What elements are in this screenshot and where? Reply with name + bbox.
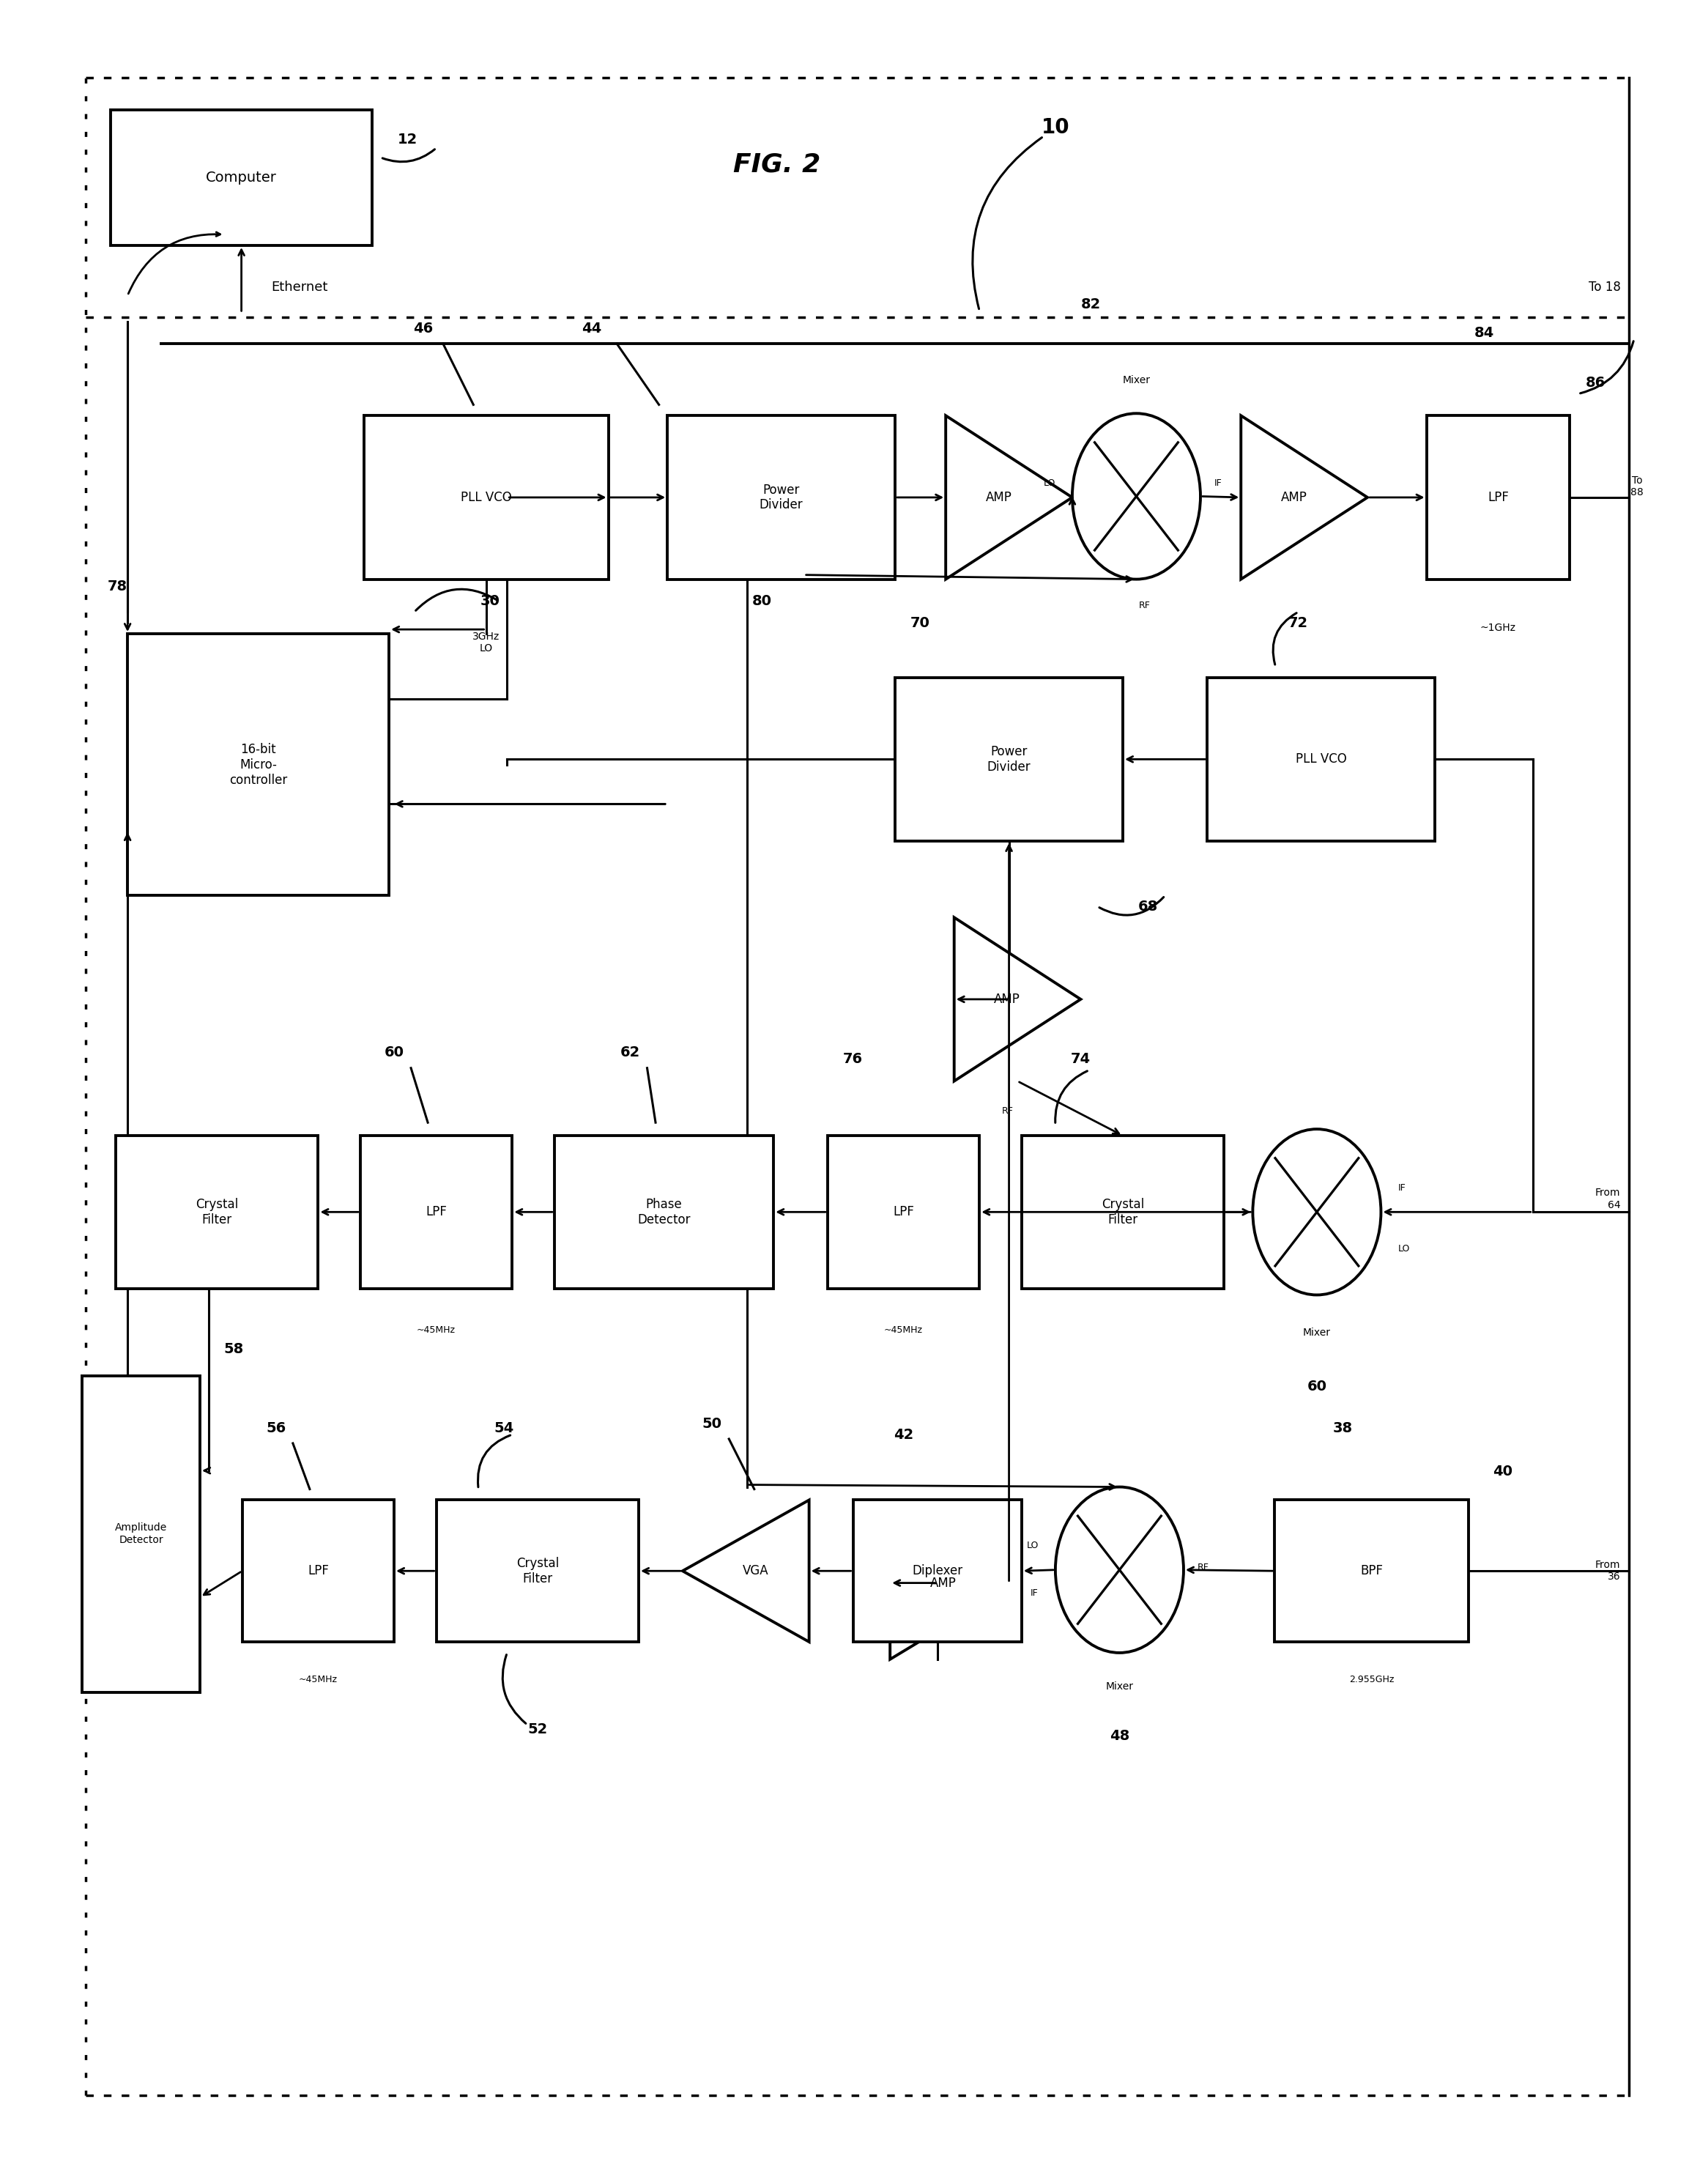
Text: 60: 60 [1307,1380,1328,1393]
Text: 68: 68 [1138,900,1159,913]
Bar [667,415,895,579]
Text: ~45MHz: ~45MHz [299,1675,338,1684]
Text: ~45MHz: ~45MHz [883,1326,922,1334]
Text: 48: 48 [1110,1730,1130,1743]
Bar [895,677,1123,841]
Bar [1275,1500,1469,1642]
Text: IF: IF [1214,478,1221,487]
Text: LO: LO [1398,1245,1410,1254]
Circle shape [1253,1129,1382,1295]
Text: Computer: Computer [206,170,277,186]
Text: LPF: LPF [893,1206,914,1219]
Text: RF: RF [1198,1562,1209,1572]
Text: Crystal
Filter: Crystal Filter [517,1557,559,1586]
Polygon shape [946,415,1073,579]
Text: PLL VCO: PLL VCO [1295,753,1346,767]
Text: 58: 58 [225,1343,243,1356]
Text: LPF: LPF [307,1564,329,1577]
Bar [1208,677,1436,841]
Bar [853,1500,1022,1642]
Text: AMP: AMP [931,1577,956,1590]
Bar [117,1136,318,1289]
Text: Phase
Detector: Phase Detector [637,1197,691,1225]
Text: 54: 54 [493,1422,513,1435]
Text: 10: 10 [1040,118,1069,138]
Text: 70: 70 [910,616,931,629]
Text: AMP: AMP [995,994,1020,1007]
Text: 56: 56 [265,1422,285,1435]
Bar [1022,1136,1225,1289]
Text: IF: IF [1030,1588,1039,1599]
Text: Power
Divider: Power Divider [760,483,802,511]
Polygon shape [682,1500,809,1642]
Text: RF: RF [1138,601,1150,612]
Text: From
36: From 36 [1594,1559,1620,1581]
Text: 84: 84 [1474,325,1493,341]
Text: 52: 52 [527,1723,547,1736]
Text: 40: 40 [1493,1465,1512,1479]
Text: 2.955GHz: 2.955GHz [1350,1675,1393,1684]
Bar [828,1136,980,1289]
Bar [363,415,608,579]
Bar [128,633,388,895]
Text: 3GHz
LO: 3GHz LO [473,631,500,653]
Text: 76: 76 [843,1053,863,1066]
Polygon shape [890,1507,1017,1660]
Text: PLL VCO: PLL VCO [461,491,512,505]
Bar [242,1500,394,1642]
Text: LPF: LPF [1488,491,1508,505]
Text: From
64: From 64 [1594,1188,1620,1210]
Text: 44: 44 [581,321,601,336]
Bar [436,1500,638,1642]
Text: 86: 86 [1586,376,1605,389]
Text: Crystal
Filter: Crystal Filter [196,1197,238,1225]
Bar [1427,415,1569,579]
Text: LPF: LPF [426,1206,448,1219]
Text: Ethernet: Ethernet [270,282,328,295]
Bar [360,1136,512,1289]
Polygon shape [954,917,1081,1081]
Text: ~45MHz: ~45MHz [417,1326,456,1334]
Text: Power
Divider: Power Divider [986,745,1030,773]
Text: 16-bit
Micro-
controller: 16-bit Micro- controller [230,743,287,786]
Text: 78: 78 [108,579,127,594]
Text: 62: 62 [620,1046,640,1059]
Text: BPF: BPF [1360,1564,1383,1577]
Text: To
88: To 88 [1630,476,1643,498]
Text: 74: 74 [1071,1053,1091,1066]
Text: LO: LO [1044,478,1056,487]
Circle shape [1073,413,1201,579]
Bar [554,1136,774,1289]
Text: AMP: AMP [1280,491,1307,505]
Text: 72: 72 [1289,616,1309,629]
Text: 42: 42 [893,1428,914,1441]
Text: 38: 38 [1333,1422,1353,1435]
Polygon shape [1241,415,1368,579]
Text: 30: 30 [480,594,500,607]
Text: 80: 80 [752,594,772,607]
Text: ~1GHz: ~1GHz [1480,622,1517,633]
Bar [111,109,372,245]
Text: 60: 60 [383,1046,404,1059]
Text: Diplexer: Diplexer [912,1564,963,1577]
Text: 50: 50 [703,1417,721,1431]
Text: Crystal
Filter: Crystal Filter [1101,1197,1143,1225]
Text: VGA: VGA [743,1564,768,1577]
Text: Amplitude
Detector: Amplitude Detector [115,1522,167,1544]
Text: To 18: To 18 [1588,282,1620,295]
Text: AMP: AMP [986,491,1012,505]
Text: 82: 82 [1081,297,1101,312]
Text: Mixer: Mixer [1302,1328,1331,1339]
Circle shape [1056,1487,1184,1653]
Text: RF: RF [1002,1107,1013,1116]
Text: Mixer: Mixer [1106,1682,1133,1690]
Text: 12: 12 [397,133,417,146]
Text: IF: IF [1398,1184,1405,1192]
Text: 46: 46 [412,321,432,336]
Text: FIG. 2: FIG. 2 [733,153,821,177]
Text: LO: LO [1027,1540,1039,1551]
Text: Mixer: Mixer [1123,376,1150,384]
Bar [83,1376,199,1693]
